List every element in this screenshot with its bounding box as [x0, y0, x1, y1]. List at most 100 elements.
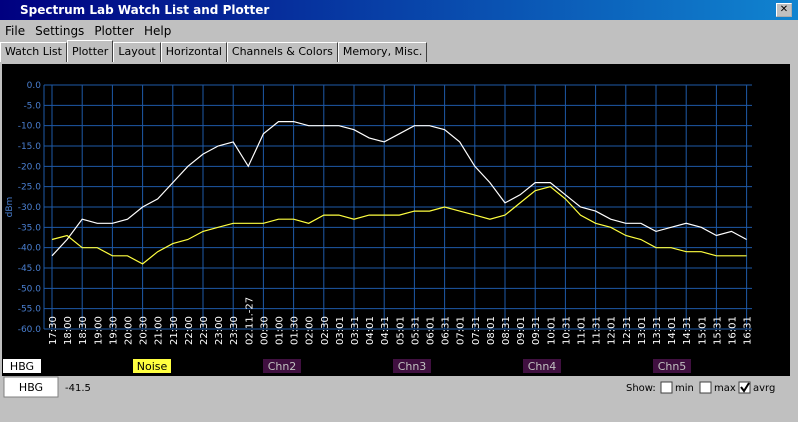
- x-tick-label: 20:00: [124, 316, 135, 345]
- checkbox[interactable]: [699, 381, 712, 394]
- x-tick-label: 10:01: [546, 316, 557, 345]
- x-tick-label: 09:31: [531, 316, 542, 345]
- x-tick-label: 11:01: [577, 316, 588, 345]
- x-tick-label: 01:30: [290, 316, 301, 345]
- x-tick-label: 06:01: [426, 316, 437, 345]
- series-line: [51, 121, 747, 257]
- x-tick-label: 23:30: [229, 316, 240, 345]
- x-tick-label: 15:01: [697, 316, 708, 345]
- y-tick-label: -60.0: [18, 325, 42, 335]
- window-title: Spectrum Lab Watch List and Plotter: [20, 3, 270, 17]
- tab[interactable]: Channels & Colors: [226, 42, 338, 62]
- x-tick-label: 21:00: [154, 316, 165, 345]
- channel-label: Chn2: [268, 360, 297, 373]
- x-tick-label: 12:01: [607, 316, 618, 345]
- x-tick-label: 08:01: [486, 316, 497, 345]
- x-tick-label: 08:31: [501, 316, 512, 345]
- legend-swatch: [133, 359, 171, 373]
- x-tick-label: 00:30: [259, 316, 270, 345]
- channel-label: Chn4: [528, 360, 557, 373]
- checkbox[interactable]: [660, 381, 673, 394]
- channel-field-text: HBG: [19, 381, 43, 394]
- x-tick-label: 03:31: [350, 316, 361, 345]
- y-tick-label: -20.0: [18, 162, 42, 172]
- x-tick-label: 03:01: [335, 316, 346, 345]
- x-tick-label: 23:00: [214, 316, 225, 345]
- y-tick-label: -35.0: [18, 223, 42, 233]
- x-tick-label: 07:31: [471, 316, 482, 345]
- checkbox[interactable]: [738, 381, 751, 394]
- menu-item[interactable]: Help: [143, 24, 172, 38]
- channel-swatch: [393, 359, 431, 373]
- checkbox-label: max: [714, 383, 736, 394]
- x-tick-label: 02:00: [305, 316, 316, 345]
- x-tick-label: 14:01: [667, 316, 678, 345]
- x-tick-label: 21:30: [169, 316, 180, 345]
- x-tick-label: 04:31: [380, 316, 391, 345]
- x-tick-label: 13:01: [637, 316, 648, 345]
- x-tick-label: 02.11.-27: [244, 297, 255, 345]
- x-tick-label: 12:31: [622, 316, 633, 345]
- x-tick-label: 02:30: [320, 316, 331, 345]
- x-tick-label: 18:30: [78, 316, 89, 345]
- tab[interactable]: Watch List: [0, 42, 67, 62]
- x-tick-label: 04:01: [365, 316, 376, 345]
- x-tick-label: 17:30: [48, 316, 59, 345]
- x-tick-label: 05:31: [410, 316, 421, 345]
- x-tick-label: 22:00: [184, 316, 195, 345]
- x-tick-label: 09:01: [516, 316, 527, 345]
- tab[interactable]: Layout: [113, 42, 161, 62]
- x-tick-label: 15:31: [712, 316, 723, 345]
- y-tick-label: -45.0: [18, 264, 42, 274]
- tab[interactable]: Plotter: [66, 40, 114, 62]
- x-tick-label: 16:01: [728, 316, 739, 345]
- channel-label: Chn5: [658, 360, 687, 373]
- tab[interactable]: Horizontal: [160, 42, 227, 62]
- checkmark: [740, 382, 750, 393]
- x-tick-label: 22:30: [199, 316, 210, 345]
- x-tick-label: 01:00: [275, 316, 286, 345]
- legend-swatch: [3, 359, 41, 373]
- x-tick-label: 06:31: [441, 316, 452, 345]
- close-button[interactable]: ✕: [776, 3, 792, 17]
- tab-bar: Watch List Plotter Layout Horizontal Channel…: [0, 40, 428, 62]
- x-tick-label: 10:31: [561, 316, 572, 345]
- y-tick-label: -15.0: [18, 142, 42, 152]
- menu-item[interactable]: File: [5, 24, 26, 38]
- legend-label: HBG: [10, 360, 34, 373]
- x-tick-label: 05:01: [395, 316, 406, 345]
- x-tick-label: 20:30: [139, 316, 150, 345]
- title-bar: Spectrum Lab Watch List and Plotter ✕: [0, 0, 798, 20]
- x-tick-label: 07:01: [456, 316, 467, 345]
- x-tick-label: 19:00: [93, 316, 104, 345]
- menu-bar: File Settings Plotter Help: [0, 22, 176, 40]
- tab[interactable]: Memory, Misc.: [337, 42, 428, 62]
- x-tick-label: 19:30: [108, 316, 119, 345]
- menu-item[interactable]: Plotter: [94, 24, 134, 38]
- y-tick-label: -25.0: [18, 183, 42, 193]
- channel-swatch: [653, 359, 691, 373]
- y-tick-label: -40.0: [18, 244, 42, 254]
- x-tick-label: 14:31: [682, 316, 693, 345]
- show-label: Show:: [626, 383, 656, 394]
- menu-item[interactable]: Settings: [35, 24, 85, 38]
- channel-label: Chn3: [398, 360, 427, 373]
- x-tick-label: 13:31: [652, 316, 663, 345]
- channel-field: [3, 376, 59, 398]
- series-line: [51, 186, 747, 265]
- plot-background: [2, 64, 790, 376]
- x-tick-label: 11:31: [592, 316, 603, 345]
- y-tick-label: -50.0: [18, 284, 42, 294]
- reading: -41.5: [65, 383, 91, 394]
- y-tick-label: -5.0: [23, 101, 41, 111]
- x-tick-label: 18:00: [63, 316, 74, 345]
- x-tick-label: 16:31: [743, 316, 754, 345]
- y-tick-label: -55.0: [18, 305, 42, 315]
- legend-label: Noise: [137, 360, 168, 373]
- channel-swatch: [523, 359, 561, 373]
- y-axis-label: dBm: [5, 197, 15, 218]
- y-tick-label: -10.0: [18, 122, 42, 132]
- checkbox-label: min: [675, 383, 694, 394]
